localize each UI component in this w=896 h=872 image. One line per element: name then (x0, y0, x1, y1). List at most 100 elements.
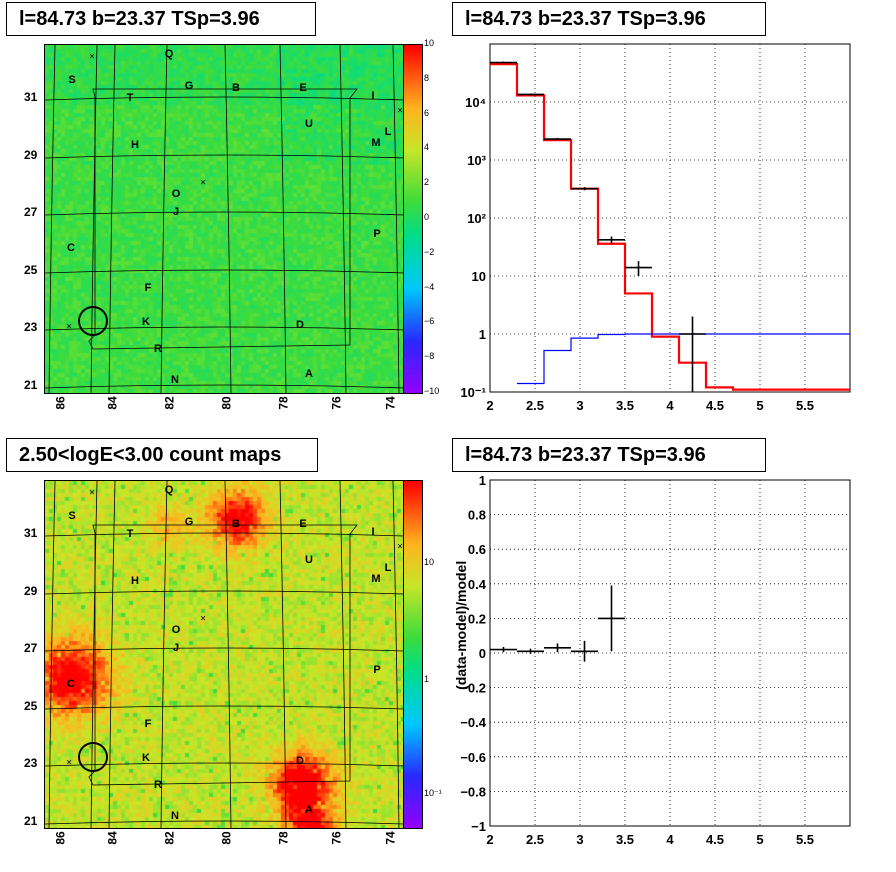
ratio-plot: 2 2.5 3 3.5 4 4.5 5 5.5 1 0.8 0.6 0.4 0.2 0 −0.2 −0.4 −0… (453, 473, 851, 847)
top-right-title: l=84.73 b=23.37 TSp=3.96 (452, 2, 766, 36)
map-y-tick: 27 (24, 641, 38, 655)
grid-meridian (160, 481, 168, 828)
residual-map-overlay: × × × × Q S G B E T I U LM H OJ P C F K D R N A (45, 45, 404, 393)
y-tick-label: 10² (467, 211, 486, 226)
source-label: Q (165, 484, 174, 496)
x-tick-label: 2.5 (526, 398, 544, 413)
count-map-overlay: × × × × Q S G B E T I U LM H OJ P C F K D R N A (45, 481, 404, 828)
source-label: H (131, 139, 139, 151)
source-label: C (67, 678, 75, 690)
source-label: P (373, 228, 380, 240)
colorbar-label: 2 (424, 177, 430, 188)
grid-meridian (90, 481, 98, 828)
count-map-pixels (45, 481, 404, 828)
y-tick-label: 0.8 (468, 508, 486, 523)
source-label: N (171, 810, 179, 822)
source-label: R (154, 779, 162, 791)
grid-meridian (160, 45, 168, 393)
grid-parallel (45, 532, 404, 537)
source-label: R (154, 343, 162, 355)
x-tick-label: 3.5 (616, 398, 634, 413)
map-y-tick: 21 (24, 378, 38, 392)
colorbar-label: 10 (424, 557, 435, 568)
cross-marker: × (66, 322, 72, 333)
source-label: U (305, 118, 313, 130)
source-label: L (385, 126, 392, 138)
grid-parallel (45, 211, 404, 216)
map-x-tick: 76 (329, 831, 344, 845)
map-x-tick: 74 (383, 396, 398, 410)
cross-marker: × (66, 758, 72, 769)
map-x-tick: 76 (329, 396, 344, 410)
map-x-tick: 82 (162, 831, 177, 845)
source-label: A (305, 804, 313, 816)
map-x-tick: 74 (383, 831, 398, 845)
map-x-tick: 84 (105, 831, 120, 845)
grid-meridian (224, 481, 232, 828)
grid-parallel (45, 705, 404, 710)
map-y-tick: 23 (24, 756, 38, 770)
y-tick-label: 10⁻¹ (460, 385, 486, 400)
colorbar-label: −4 (424, 281, 435, 292)
grid-parallel (45, 154, 404, 159)
count-colorbar (403, 480, 423, 829)
source-label: U (305, 554, 313, 566)
source-label: B (232, 82, 240, 94)
source-label: J (173, 642, 179, 654)
x-tick-label: 4.5 (706, 398, 724, 413)
y-tick-label: 10³ (467, 153, 486, 168)
colorbar-label: −6 (424, 316, 435, 327)
residual-map[interactable]: × × × × Q S G B E T I U L M H O J P C F K D R N A (44, 44, 405, 394)
source-label: S (68, 74, 75, 86)
grid-meridian (339, 481, 347, 828)
source-label: J (173, 206, 179, 218)
roi-boundary (88, 88, 358, 350)
source-histogram (517, 333, 850, 385)
grid-parallel (45, 384, 404, 389)
colorbar-label: −8 (424, 351, 435, 362)
grid-meridian (392, 45, 400, 393)
source-label: N (171, 374, 179, 386)
x-tick-label: 2 (486, 832, 493, 847)
x-tick-label: 5 (756, 832, 763, 847)
y-tick-label: 10 (472, 269, 486, 284)
x-tick-label: 5 (756, 398, 763, 413)
y-tick-label: 1 (479, 473, 486, 488)
grid-meridian (224, 45, 232, 393)
source-label: K (142, 316, 150, 328)
grid-parallel (45, 590, 404, 595)
y-tick-label: −0.4 (460, 715, 486, 730)
residual-colorbar-gradient (404, 45, 422, 393)
grid-parallel (45, 820, 404, 825)
grid-parallel (45, 326, 404, 331)
map-y-tick: 25 (24, 263, 38, 277)
map-y-tick: 21 (24, 814, 38, 828)
source-label: L (385, 562, 392, 574)
source-label: M (371, 573, 380, 585)
map-y-tick: 31 (24, 526, 38, 540)
map-y-tick: 23 (24, 320, 38, 334)
colorbar-label: 1 (424, 673, 430, 684)
grid-parallel (45, 96, 404, 101)
colorbar-label: −10 (424, 386, 440, 396)
map-x-tick: 80 (219, 831, 234, 845)
x-tick-label: 3 (576, 832, 583, 847)
count-map[interactable]: × × × × Q S G B E T I U L M H O J P C F K D R N A (44, 480, 405, 829)
cross-marker: × (397, 106, 403, 117)
grid-parallel (45, 647, 404, 652)
colorbar-label: 8 (424, 72, 430, 83)
bottom-right-title: l=84.73 b=23.37 TSp=3.96 (452, 438, 766, 472)
x-tick-label: 2.5 (526, 832, 544, 847)
cross-marker: × (89, 488, 95, 499)
source-label: M (371, 137, 380, 149)
source-label: O (172, 188, 181, 200)
colorbar-label: 10 (424, 38, 435, 48)
source-label: T (127, 528, 134, 540)
source-label: B (232, 518, 240, 530)
source-label: A (305, 368, 313, 380)
colorbar-label: 0 (424, 212, 430, 222)
grid-meridian (48, 481, 56, 828)
grid-parallel (45, 269, 404, 274)
count-colorbar-gradient (404, 481, 422, 828)
map-y-tick: 25 (24, 699, 38, 713)
